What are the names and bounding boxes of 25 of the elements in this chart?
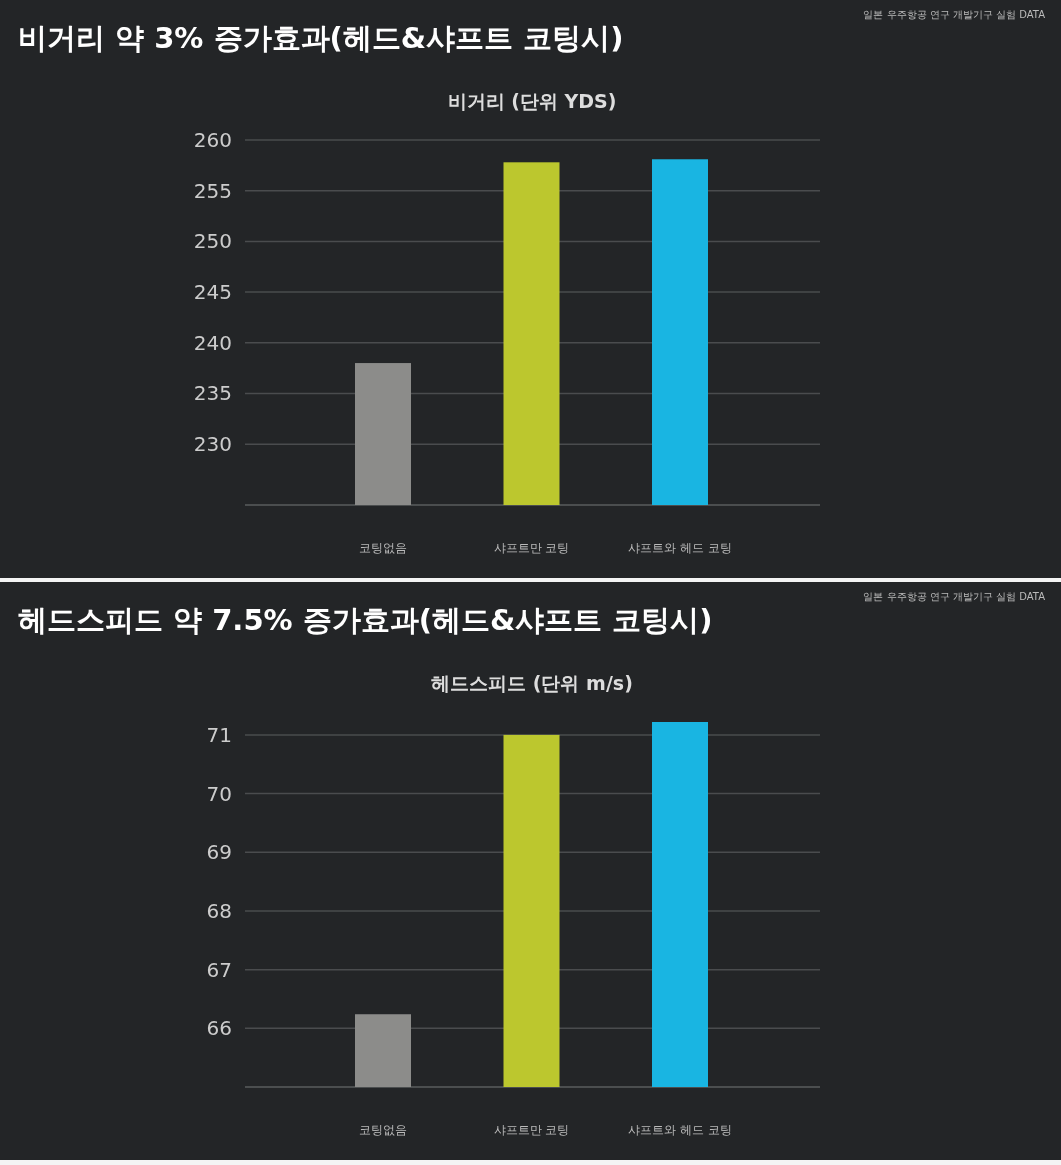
chart-subtitle: 비거리 (단위 YDS): [447, 90, 617, 112]
y-tick-label: 250: [193, 229, 232, 254]
y-tick-label: 245: [193, 280, 232, 305]
y-tick-label: 71: [206, 722, 232, 747]
x-tick-label: 샤프트와 헤드 코팅: [628, 541, 732, 555]
x-tick-label: 코팅없음: [359, 1123, 407, 1137]
chart-subtitle: 헤드스피드 (단위 m/s): [431, 672, 633, 694]
y-tick-label: 70: [206, 781, 232, 806]
chart-title: 헤드스피드 약 7.5% 증가효과(헤드&샤프트 코팅시): [18, 603, 713, 637]
y-tick-label: 235: [193, 381, 232, 406]
text: 일본 우주항공 연구 개발기구 실험 DATA: [863, 9, 1046, 20]
y-tick-label: 66: [206, 1016, 232, 1041]
x-tick-label: 코팅없음: [359, 541, 407, 555]
y-tick-label: 69: [206, 840, 232, 865]
y-tick-label: 260: [193, 128, 232, 152]
y-tick-label: 67: [206, 957, 232, 982]
x-tick-label: 샤프트와 헤드 코팅: [628, 1123, 732, 1137]
y-tick-label: 240: [193, 330, 232, 355]
x-tick-label: 샤프트만 코팅: [493, 1123, 570, 1137]
x-tick-label: 샤프트만 코팅: [493, 541, 570, 555]
y-tick-label: 68: [206, 898, 232, 923]
y-tick-label: 230: [193, 432, 232, 457]
chart-title: 비거리 약 3% 증가효과(헤드&샤프트 코팅시): [18, 21, 624, 55]
text: 일본 우주항공 연구 개발기구 실험 DATA: [863, 591, 1046, 602]
y-tick-label: 255: [193, 178, 232, 203]
